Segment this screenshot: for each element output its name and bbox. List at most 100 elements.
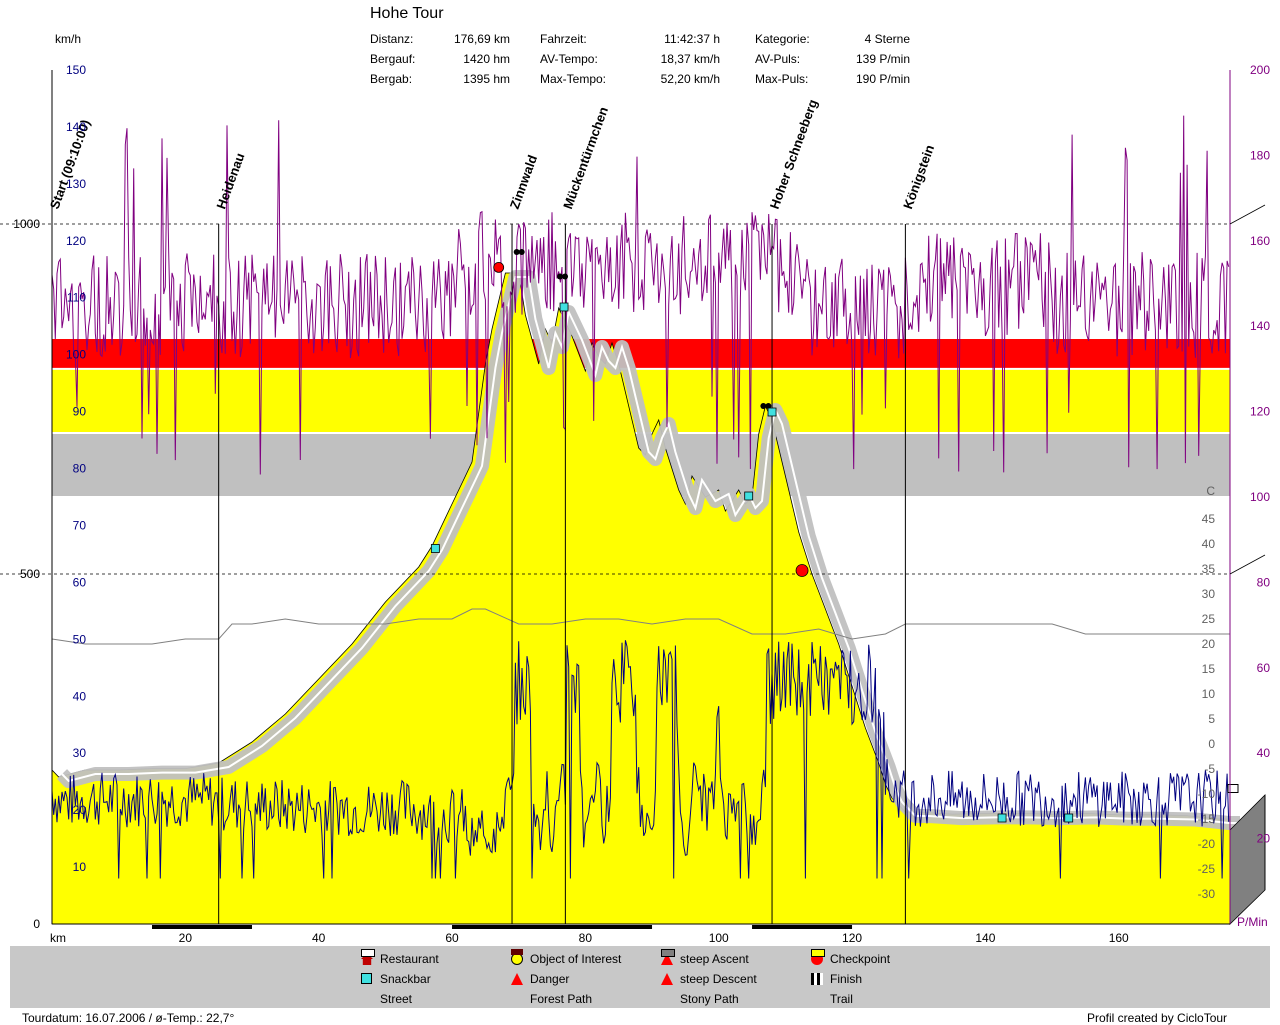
temperature-tick-label: 35 (1202, 562, 1216, 576)
legend-label: Snackbar (380, 972, 431, 986)
pulse-projection-line (1229, 554, 1266, 575)
temperature-tick-label: 0 (1208, 737, 1215, 751)
temperature-tick-label: 40 (1202, 537, 1216, 551)
x-axis-segment (452, 925, 653, 929)
footer-credit: Profil created by CicloTour (1087, 1011, 1228, 1025)
temperature-tick-label: 30 (1202, 587, 1216, 601)
pulse-tick-label: 20 (1257, 832, 1271, 846)
snackbar-icon (1064, 813, 1074, 823)
speed-tick-label: 120 (66, 234, 86, 248)
pulse-tick-label: 60 (1257, 661, 1271, 675)
temperature-tick-label: 25 (1202, 612, 1216, 626)
speed-tick-label: 150 (66, 63, 86, 77)
profile-end-block (1229, 794, 1266, 925)
legend-label: Trail (830, 992, 853, 1006)
pulse-tick-label: 200 (1250, 63, 1270, 77)
pulse-tick-label: 140 (1250, 319, 1270, 333)
speed-tick-label: 130 (66, 177, 86, 191)
chart-title: Hohe Tour (370, 5, 444, 22)
legend-label: Stony Path (680, 992, 739, 1006)
finish-flag-icon (1227, 784, 1239, 793)
stat-label: Bergab: (370, 72, 413, 86)
stat-value: 1395 hm (463, 72, 510, 86)
footer-tour-info: Tourdatum: 16.07.2006 / ø-Temp.: 22,7° (22, 1011, 235, 1025)
x-tick-label: 100 (709, 931, 729, 945)
binoculars-icon (518, 249, 525, 255)
stat-value: 11:42:37 h (664, 32, 720, 46)
pulse-tick-label: 100 (1250, 490, 1270, 504)
marker-label: Zinnwald (507, 153, 540, 211)
speed-tick-label: 90 (73, 405, 87, 419)
stat-value: 18,37 km/h (660, 52, 720, 66)
speed-tick-label: 100 (66, 348, 86, 362)
legend-label: Object of Interest (530, 952, 622, 966)
pulse-tick-label: 160 (1250, 234, 1270, 248)
elevation-profile-chart: Start (09:10:00) Heidenau Zinnwald Mückentü… (0, 32, 1271, 945)
pulse-projection-line (1229, 204, 1266, 225)
speed-tick-label: 80 (73, 462, 87, 476)
elevation-tick-label: 1000 (13, 217, 40, 231)
x-axis-segment (152, 925, 253, 929)
legend-label: Danger (530, 972, 570, 986)
elevation-tick-label: 500 (20, 567, 40, 581)
trail-icon (811, 949, 825, 957)
temperature-tick-label: 15 (1202, 662, 1216, 676)
x-tick-label: 140 (975, 931, 995, 945)
street-icon (361, 949, 375, 957)
temperature-tick-label: 10 (1202, 687, 1216, 701)
x-tick-label: 60 (445, 931, 459, 945)
stat-value: 190 P/min (855, 72, 910, 86)
stat-label: AV-Puls: (755, 52, 801, 66)
x-tick-label: 160 (1109, 931, 1129, 945)
temperature-tick-label: -20 (1198, 837, 1216, 851)
stat-label: Bergauf: (370, 52, 416, 66)
elevation-tick-label: 0 (33, 917, 40, 931)
stat-value: 4 Sterne (864, 32, 910, 46)
x-axis-segment (752, 925, 853, 929)
snackbar-icon (361, 973, 372, 984)
stat-label: Distanz: (370, 32, 414, 46)
temperature-tick-label: -5 (1204, 762, 1215, 776)
speed-tick-label: 50 (73, 632, 87, 646)
legend-label: Checkpoint (830, 952, 891, 966)
restaurant-icon (493, 261, 505, 273)
temperature-tick-label: 45 (1202, 512, 1216, 526)
speed-tick-label: 140 (66, 120, 86, 134)
pulse-tick-label: 40 (1257, 746, 1271, 760)
binoculars-icon (562, 273, 569, 280)
temperature-axis-unit: C (1206, 484, 1215, 498)
binoculars-icon (513, 249, 520, 255)
marker-label: Heidenau (213, 151, 247, 211)
snackbar-icon (744, 491, 754, 501)
stat-value: 176,69 km (453, 32, 510, 46)
temperature-tick-label: -25 (1198, 862, 1216, 876)
snackbar-icon (997, 813, 1007, 823)
legend-label: Street (380, 992, 413, 1006)
x-tick-label: 120 (842, 931, 862, 945)
snackbar-icon (767, 407, 777, 417)
legend-label: steep Ascent (680, 952, 749, 966)
binoculars-icon (557, 273, 564, 280)
stat-label: AV-Tempo: (540, 52, 598, 66)
stat-label: Max-Tempo: (540, 72, 607, 86)
steep-descent-icon (661, 973, 673, 985)
marker-label: Königstein (900, 143, 937, 211)
marker-label: Hoher Schneeberg (767, 97, 821, 211)
snackbar-icon (559, 302, 569, 312)
checkpoint-icon (795, 564, 809, 577)
temperature-tick-label: 20 (1202, 637, 1216, 651)
legend-label: steep Descent (680, 972, 757, 986)
temperature-tick-label: -15 (1198, 812, 1216, 826)
pulse-tick-label: 120 (1250, 405, 1270, 419)
speed-tick-label: 60 (73, 575, 87, 589)
pulse-tick-label: 180 (1250, 148, 1270, 162)
snackbar-icon (430, 544, 440, 553)
legend-label: Restaurant (380, 952, 439, 966)
pulse-line (51, 115, 1230, 475)
binoculars-icon (765, 403, 772, 409)
finish-flag-icon (811, 973, 823, 985)
pulse-tick-label: 80 (1257, 575, 1271, 589)
stat-label: Max-Puls: (755, 72, 809, 86)
stat-label: Fahrzeit: (540, 32, 587, 46)
x-axis-label: km (50, 931, 66, 945)
